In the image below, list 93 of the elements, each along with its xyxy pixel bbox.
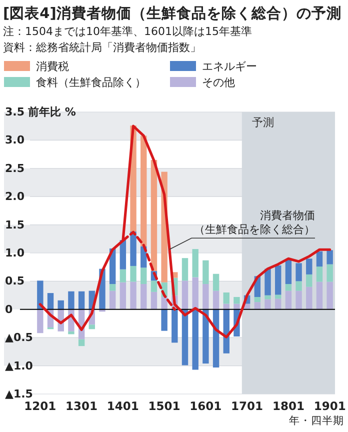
bar <box>264 295 271 300</box>
y-tick-label: 3.5 <box>5 106 24 118</box>
bar <box>192 309 198 370</box>
bar <box>316 282 323 310</box>
y-tick-label: 2.0 <box>5 190 25 204</box>
bar <box>68 331 74 334</box>
x-axis-title: 年・四半期 <box>289 414 344 427</box>
band-label: 予測 <box>252 116 274 129</box>
chart-title: [図表4]消費者物価（生鮮食品を除く総合）の予測 <box>3 5 342 22</box>
y-tick-label: ▲1.5 <box>5 388 33 400</box>
bar <box>140 284 147 310</box>
bar <box>326 282 333 310</box>
bar <box>285 284 292 291</box>
bar <box>120 269 126 282</box>
bar <box>192 277 198 310</box>
bar <box>326 264 333 282</box>
bar <box>306 274 312 287</box>
legend-label: 消費税 <box>36 60 69 73</box>
legend-label: 食料（生鮮食品除く） <box>36 76 146 89</box>
bar <box>254 302 261 310</box>
bar <box>306 258 312 274</box>
legend-label: その他 <box>202 76 235 89</box>
bar <box>234 296 240 304</box>
bar <box>192 249 198 278</box>
bar <box>275 298 282 310</box>
bar <box>254 296 261 302</box>
y-tick-label: 0.5 <box>5 274 24 288</box>
bar <box>275 265 282 295</box>
bar <box>140 268 147 284</box>
y-axis-title: 前年比 % <box>27 106 76 118</box>
bar <box>120 282 126 310</box>
bar <box>296 263 302 282</box>
y-tick-label: 1.0 <box>5 246 25 260</box>
bar <box>212 290 220 310</box>
bar <box>306 286 312 310</box>
y-tick-label: ▲1.0 <box>5 359 34 372</box>
bar <box>161 296 168 310</box>
bar <box>296 290 302 310</box>
bar <box>78 291 85 310</box>
bar <box>172 309 178 343</box>
bar <box>264 268 271 296</box>
line-series <box>122 230 176 311</box>
bar <box>88 324 95 330</box>
bar <box>316 251 323 267</box>
bar <box>212 274 220 291</box>
bar <box>109 290 116 310</box>
bar <box>202 309 209 364</box>
bar <box>58 300 64 310</box>
bar <box>140 136 147 246</box>
bar <box>202 260 209 284</box>
bar <box>182 280 188 310</box>
y-tick-label: 2.5 <box>5 162 24 175</box>
series-label: 消費者物価（生鮮食品を除く総合） <box>194 209 315 236</box>
x-tick-label: 1801 <box>272 399 304 413</box>
bar <box>161 309 168 331</box>
bar <box>275 294 282 299</box>
series-label: 消費者物価（生鮮食品を除く総合） <box>169 209 316 250</box>
bar <box>223 292 230 304</box>
x-tick-label: 1601 <box>190 399 222 413</box>
bar <box>130 266 136 282</box>
chart-subtitle: 注：1504までは10年基準、1601以降は15年基準 <box>3 25 252 38</box>
bar <box>296 281 302 291</box>
bar <box>150 292 158 310</box>
x-tick-label: 1401 <box>106 399 139 413</box>
bar <box>47 293 54 310</box>
bar <box>316 266 323 282</box>
bar <box>326 250 333 264</box>
x-tick-label: 1701 <box>231 399 264 413</box>
bar <box>150 280 158 292</box>
bar <box>264 299 271 310</box>
x-tick-label: 1501 <box>148 399 180 413</box>
bar <box>109 284 116 291</box>
x-tick-label: 1201 <box>24 399 56 413</box>
y-tick-label: 3.0 <box>5 134 25 147</box>
bar <box>37 309 44 334</box>
bar <box>285 260 292 284</box>
bar <box>182 258 188 281</box>
legend-label: エネルギー <box>202 60 257 73</box>
bar <box>130 282 136 310</box>
bar <box>234 304 240 310</box>
bar <box>68 291 74 310</box>
y-tick-label: ▲0.5 <box>5 331 33 344</box>
text: 資料：総務省統計局「消費者物価指数」 <box>3 41 201 54</box>
y-tick-label: 0 <box>5 302 13 316</box>
bar <box>150 160 158 272</box>
x-tick-label: 1901 <box>314 399 346 413</box>
y-tick-label: 1.5 <box>5 218 24 232</box>
bar <box>120 240 126 270</box>
bar <box>202 284 209 310</box>
bar <box>78 339 85 346</box>
x-tick-label: 1301 <box>66 399 98 413</box>
bar <box>285 290 292 310</box>
bar <box>130 232 136 266</box>
